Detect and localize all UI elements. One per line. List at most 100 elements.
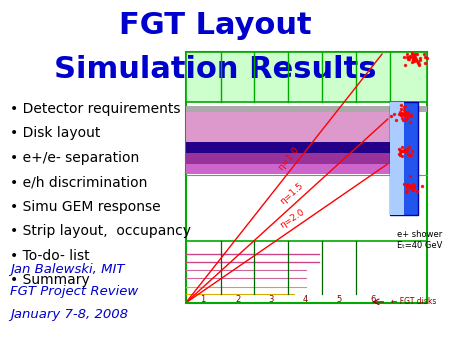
Point	[400, 107, 407, 113]
Point	[397, 112, 404, 117]
Point	[398, 148, 405, 153]
Point	[399, 111, 406, 116]
Point	[401, 103, 408, 109]
Text: η=2.0: η=2.0	[278, 207, 306, 230]
Point	[390, 111, 397, 117]
Point	[414, 59, 421, 65]
Point	[403, 147, 410, 152]
Text: • e+/e- separation: • e+/e- separation	[10, 151, 139, 165]
Point	[406, 183, 413, 189]
Point	[413, 188, 420, 194]
Point	[423, 55, 430, 61]
Point	[401, 110, 408, 115]
Bar	[185, 52, 428, 102]
Point	[406, 184, 413, 189]
Text: • Summary: • Summary	[10, 273, 90, 287]
Text: η=1.5: η=1.5	[279, 182, 305, 206]
Point	[403, 54, 410, 59]
Text: • Disk layout: • Disk layout	[10, 126, 100, 140]
Point	[398, 115, 405, 121]
Point	[403, 189, 410, 194]
Point	[397, 147, 404, 152]
Point	[408, 54, 415, 59]
Point	[409, 184, 416, 189]
Point	[401, 111, 409, 116]
Point	[409, 188, 416, 193]
Point	[410, 58, 418, 64]
Text: 3: 3	[269, 295, 274, 304]
Point	[409, 183, 416, 189]
Text: • Simu GEM response: • Simu GEM response	[10, 200, 161, 214]
Point	[410, 52, 417, 57]
Point	[411, 183, 418, 188]
Text: • To-do- list: • To-do- list	[10, 249, 90, 263]
Point	[400, 181, 408, 187]
Point	[409, 148, 416, 153]
Point	[407, 119, 414, 124]
Text: • Strip layout,  occupancy: • Strip layout, occupancy	[10, 224, 191, 238]
Point	[402, 189, 410, 194]
Point	[421, 52, 428, 57]
Point	[404, 152, 411, 157]
Point	[399, 153, 406, 159]
Text: 4: 4	[303, 295, 308, 304]
Bar	[390, 102, 418, 215]
Point	[396, 151, 403, 157]
Text: Simulation Results: Simulation Results	[54, 55, 377, 84]
Point	[403, 149, 410, 154]
Point	[403, 51, 410, 57]
Point	[387, 113, 394, 119]
Point	[405, 182, 412, 187]
Point	[421, 55, 428, 60]
Point	[392, 117, 400, 122]
Point	[416, 63, 423, 68]
Point	[400, 113, 407, 118]
Point	[413, 57, 420, 63]
Point	[404, 115, 411, 120]
Text: η=1.0: η=1.0	[276, 145, 301, 172]
Point	[398, 110, 405, 116]
Point	[401, 62, 409, 67]
Point	[403, 184, 410, 190]
Point	[410, 183, 417, 189]
Text: ← FGT disks: ← FGT disks	[391, 297, 436, 306]
Point	[403, 146, 410, 151]
Point	[414, 58, 421, 63]
Point	[409, 57, 416, 63]
Text: • Detector requirements: • Detector requirements	[10, 102, 180, 116]
Point	[400, 117, 407, 123]
Point	[400, 148, 408, 153]
Point	[409, 56, 416, 62]
Text: FGT Project Review: FGT Project Review	[10, 285, 138, 298]
Point	[407, 173, 414, 178]
Point	[398, 144, 405, 149]
Point	[405, 57, 413, 62]
Point	[407, 114, 414, 119]
Point	[407, 185, 414, 190]
Point	[405, 144, 413, 149]
Point	[400, 54, 407, 59]
Point	[408, 60, 415, 65]
Point	[416, 56, 423, 61]
Point	[402, 116, 410, 122]
Point	[410, 52, 418, 58]
Point	[409, 52, 416, 57]
Point	[412, 56, 419, 62]
Point	[409, 58, 416, 64]
Point	[415, 60, 422, 65]
Point	[400, 149, 407, 154]
Point	[398, 106, 405, 112]
Point	[408, 50, 415, 55]
Point	[408, 187, 415, 193]
Point	[408, 152, 415, 158]
Point	[395, 147, 402, 152]
Point	[406, 53, 414, 58]
Bar	[185, 153, 396, 164]
Point	[405, 56, 412, 62]
Text: Jan Balewski, MIT: Jan Balewski, MIT	[10, 263, 125, 276]
Point	[417, 58, 424, 63]
Point	[413, 51, 420, 57]
Point	[403, 182, 410, 187]
Point	[397, 112, 405, 117]
Text: • e/h discrimination: • e/h discrimination	[10, 175, 147, 189]
